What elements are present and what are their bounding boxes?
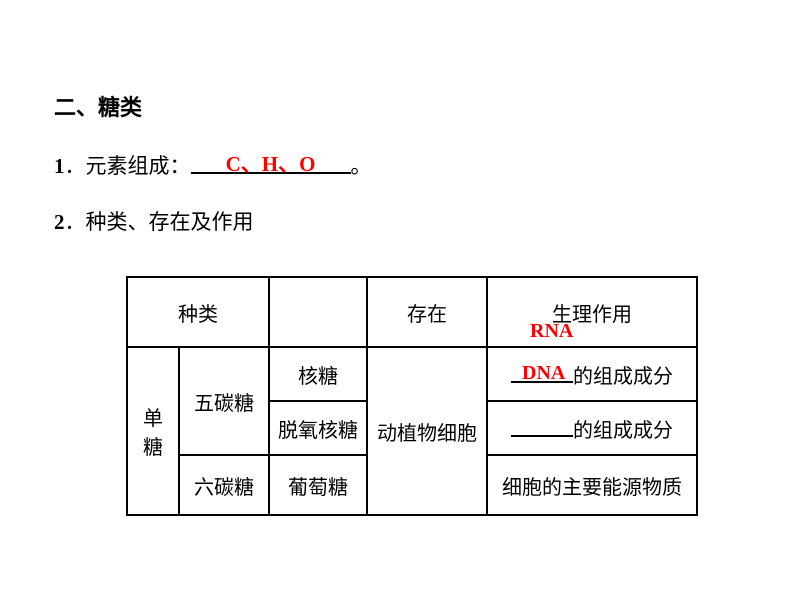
blank-dna [511,417,573,437]
table-row-ribose: 单糖 五碳糖 核糖 动植物细胞 的组成成分 [127,347,697,401]
item-1-label: ．元素组成： [65,154,191,178]
head-function: 生理作用 [487,277,697,347]
sugar-table: 种类 存在 生理作用 单糖 五碳糖 核糖 动植物细胞 的组成成分 脱氧核糖 的组… [126,276,698,516]
table-container: 种类 存在 生理作用 单糖 五碳糖 核糖 动植物细胞 的组成成分 脱氧核糖 的组… [126,276,744,516]
comp-suffix-2: 的组成成分 [573,420,673,442]
cell-mono: 单糖 [127,347,179,515]
cell-pentose: 五碳糖 [179,347,269,455]
head-blank [269,277,367,347]
item-2: 2．种类、存在及作用 [54,206,744,236]
item-1-blank: C、H、O [191,150,351,174]
cell-glucose: 葡萄糖 [269,455,367,515]
table-head-row: 种类 存在 生理作用 [127,277,697,347]
comp-suffix-1: 的组成成分 [573,366,673,388]
head-kind: 种类 [127,277,269,347]
item-1-num: 1 [54,154,65,178]
section-heading: 二、糖类 [54,90,744,122]
cell-energy: 细胞的主要能源物质 [487,455,697,515]
cell-ribose: 核糖 [269,347,367,401]
item-2-num: 2 [54,210,65,234]
item-1: 1．元素组成： C、H、O 。 [54,150,744,180]
blank-rna [511,363,573,383]
cell-dna-comp: 的组成成分 [487,401,697,455]
item-1-suffix: 。 [351,154,372,178]
item-2-label: ．种类、存在及作用 [65,210,254,234]
cell-presence: 动植物细胞 [367,347,487,515]
head-presence: 存在 [367,277,487,347]
cell-deoxy: 脱氧核糖 [269,401,367,455]
item-1-answer: C、H、O [226,152,316,176]
cell-hexose: 六碳糖 [179,455,269,515]
cell-rna-comp: 的组成成分 [487,347,697,401]
